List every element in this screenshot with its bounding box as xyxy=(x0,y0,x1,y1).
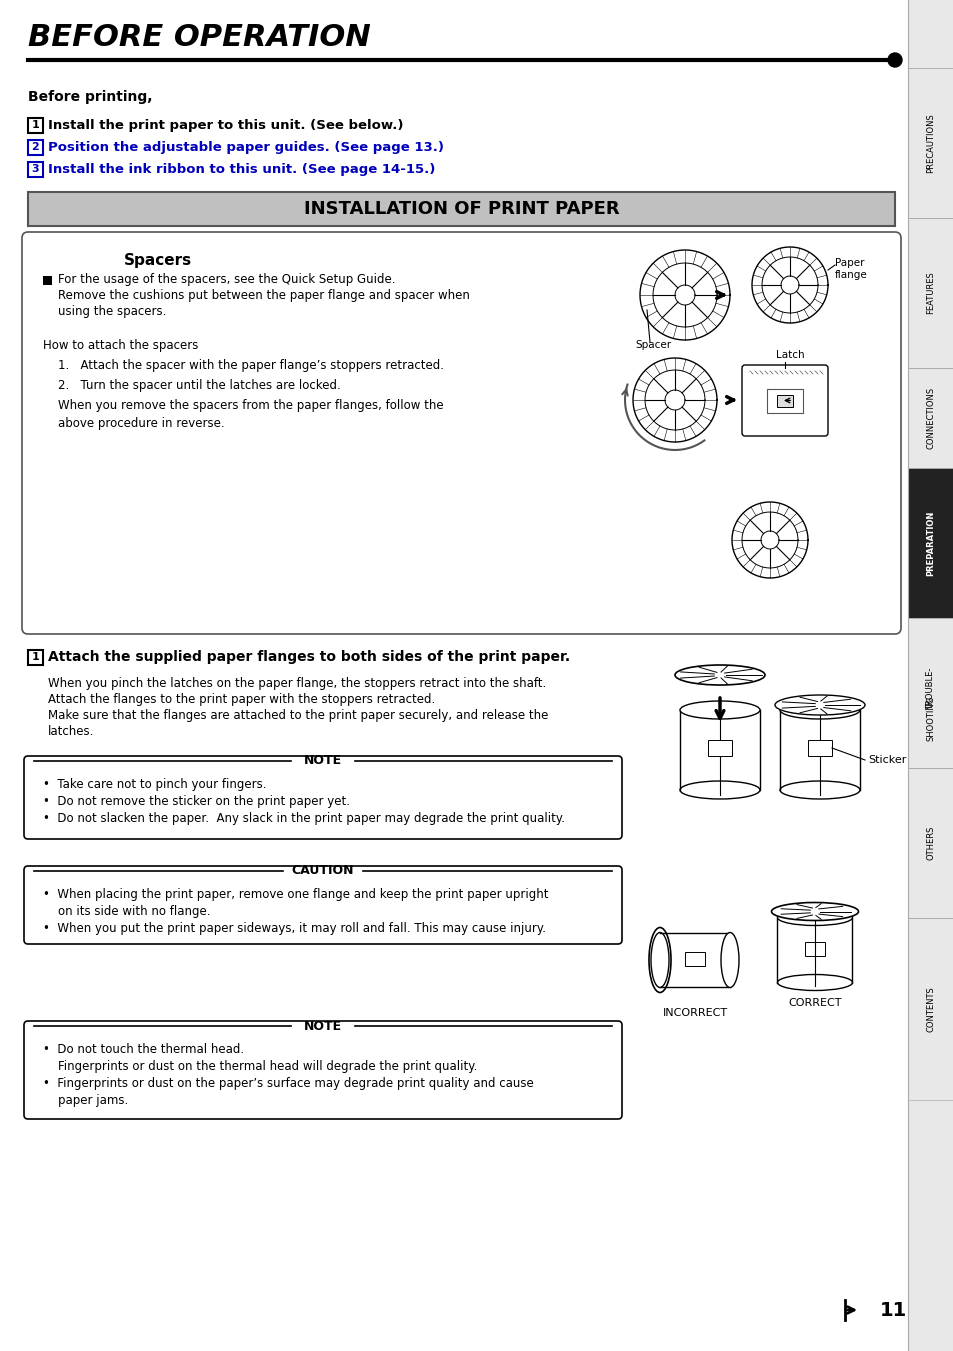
Ellipse shape xyxy=(648,928,670,993)
Ellipse shape xyxy=(675,665,764,685)
Text: 2.   Turn the spacer until the latches are locked.: 2. Turn the spacer until the latches are… xyxy=(58,380,340,393)
FancyBboxPatch shape xyxy=(24,1021,621,1119)
Bar xyxy=(907,367,953,467)
Bar xyxy=(28,650,43,665)
Text: Before printing,: Before printing, xyxy=(28,91,152,104)
Text: PREPARATION: PREPARATION xyxy=(925,511,935,576)
Text: When you remove the spacers from the paper flanges, follow the: When you remove the spacers from the pap… xyxy=(58,400,443,412)
Text: •  Do not slacken the paper.  Any slack in the print paper may degrade the print: • Do not slacken the paper. Any slack in… xyxy=(43,812,564,825)
Text: TROUBLE-: TROUBLE- xyxy=(925,667,935,711)
Text: How to attach the spacers: How to attach the spacers xyxy=(43,339,198,353)
Ellipse shape xyxy=(777,909,852,925)
Text: above procedure in reverse.: above procedure in reverse. xyxy=(58,416,224,430)
Bar xyxy=(28,162,43,177)
Bar xyxy=(907,767,953,917)
Text: INCORRECT: INCORRECT xyxy=(661,1008,727,1019)
Text: For the usage of the spacers, see the Quick Setup Guide.: For the usage of the spacers, see the Qu… xyxy=(58,273,395,286)
Bar xyxy=(907,218,953,367)
Ellipse shape xyxy=(780,781,859,798)
Text: •  When you put the print paper sideways, it may roll and fall. This may cause i: • When you put the print paper sideways,… xyxy=(43,921,545,935)
FancyBboxPatch shape xyxy=(24,866,621,944)
Ellipse shape xyxy=(780,701,859,719)
Text: •  Do not touch the thermal head.: • Do not touch the thermal head. xyxy=(43,1043,244,1056)
Bar xyxy=(28,192,894,226)
Text: SHOOTING: SHOOTING xyxy=(925,696,935,740)
Text: CORRECT: CORRECT xyxy=(787,998,841,1008)
Text: •  Take care not to pinch your fingers.: • Take care not to pinch your fingers. xyxy=(43,778,266,790)
Text: Install the print paper to this unit. (See below.): Install the print paper to this unit. (S… xyxy=(48,119,403,132)
FancyBboxPatch shape xyxy=(22,232,900,634)
Text: Remove the cushions put between the paper flange and spacer when: Remove the cushions put between the pape… xyxy=(58,289,470,303)
Text: 3: 3 xyxy=(31,165,39,174)
Text: CONNECTIONS: CONNECTIONS xyxy=(925,386,935,449)
Text: NOTE: NOTE xyxy=(304,754,342,767)
Text: paper jams.: paper jams. xyxy=(58,1094,128,1106)
Bar xyxy=(28,118,43,132)
Text: Latch: Latch xyxy=(775,350,803,359)
Text: Fingerprints or dust on the thermal head will degrade the print quality.: Fingerprints or dust on the thermal head… xyxy=(58,1061,476,1073)
Text: Spacer: Spacer xyxy=(635,340,670,350)
Bar xyxy=(907,467,953,617)
Bar xyxy=(907,0,953,1351)
Bar xyxy=(907,68,953,218)
Text: NOTE: NOTE xyxy=(304,1020,342,1032)
Text: CAUTION: CAUTION xyxy=(292,865,354,878)
Bar xyxy=(707,740,731,757)
Text: Sticker: Sticker xyxy=(867,755,905,765)
Bar xyxy=(807,740,831,757)
Text: Spacers: Spacers xyxy=(124,253,192,267)
Bar xyxy=(28,141,43,155)
Ellipse shape xyxy=(777,974,852,990)
Text: OTHERS: OTHERS xyxy=(925,825,935,861)
Text: latches.: latches. xyxy=(48,725,94,738)
Text: Attach the supplied paper flanges to both sides of the print paper.: Attach the supplied paper flanges to bot… xyxy=(48,650,570,665)
Text: CONTENTS: CONTENTS xyxy=(925,986,935,1032)
Bar xyxy=(804,942,824,957)
Text: Attach the flanges to the print paper with the stoppers retracted.: Attach the flanges to the print paper wi… xyxy=(48,693,435,707)
Ellipse shape xyxy=(650,932,668,988)
Ellipse shape xyxy=(774,694,864,715)
Text: 1.   Attach the spacer with the paper flange’s stoppers retracted.: 1. Attach the spacer with the paper flan… xyxy=(58,359,443,373)
Ellipse shape xyxy=(679,781,760,798)
Text: •  Do not remove the sticker on the print paper yet.: • Do not remove the sticker on the print… xyxy=(43,794,350,808)
Ellipse shape xyxy=(771,902,858,920)
Bar xyxy=(766,389,802,412)
Text: 11: 11 xyxy=(879,1301,906,1320)
Text: 1: 1 xyxy=(31,120,39,131)
Bar xyxy=(776,394,792,407)
Text: Install the ink ribbon to this unit. (See page 14-15.): Install the ink ribbon to this unit. (Se… xyxy=(48,163,435,176)
Bar xyxy=(777,917,852,982)
Bar xyxy=(907,617,953,767)
Text: •  Fingerprints or dust on the paper’s surface may degrade print quality and cau: • Fingerprints or dust on the paper’s su… xyxy=(43,1077,533,1090)
Bar xyxy=(684,952,704,966)
Circle shape xyxy=(887,53,901,68)
Ellipse shape xyxy=(679,701,760,719)
Bar xyxy=(43,276,52,285)
Text: When you pinch the latches on the paper flange, the stoppers retract into the sh: When you pinch the latches on the paper … xyxy=(48,677,546,690)
Text: Make sure that the flanges are attached to the print paper securely, and release: Make sure that the flanges are attached … xyxy=(48,709,548,721)
Text: 1: 1 xyxy=(31,653,39,662)
Bar xyxy=(780,711,859,790)
Text: BEFORE OPERATION: BEFORE OPERATION xyxy=(28,23,371,53)
Bar xyxy=(679,711,760,790)
Ellipse shape xyxy=(720,932,739,988)
FancyBboxPatch shape xyxy=(24,757,621,839)
Text: on its side with no flange.: on its side with no flange. xyxy=(58,905,211,917)
Text: Position the adjustable paper guides. (See page 13.): Position the adjustable paper guides. (S… xyxy=(48,141,443,154)
FancyBboxPatch shape xyxy=(741,365,827,436)
Text: PRECAUTIONS: PRECAUTIONS xyxy=(925,113,935,173)
Bar xyxy=(907,917,953,1100)
Text: •  When placing the print paper, remove one flange and keep the print paper upri: • When placing the print paper, remove o… xyxy=(43,888,548,901)
Text: Paper
flange: Paper flange xyxy=(834,258,867,280)
Text: INSTALLATION OF PRINT PAPER: INSTALLATION OF PRINT PAPER xyxy=(303,200,618,218)
Text: using the spacers.: using the spacers. xyxy=(58,305,166,319)
Text: FEATURES: FEATURES xyxy=(925,272,935,315)
Text: 2: 2 xyxy=(31,142,39,153)
